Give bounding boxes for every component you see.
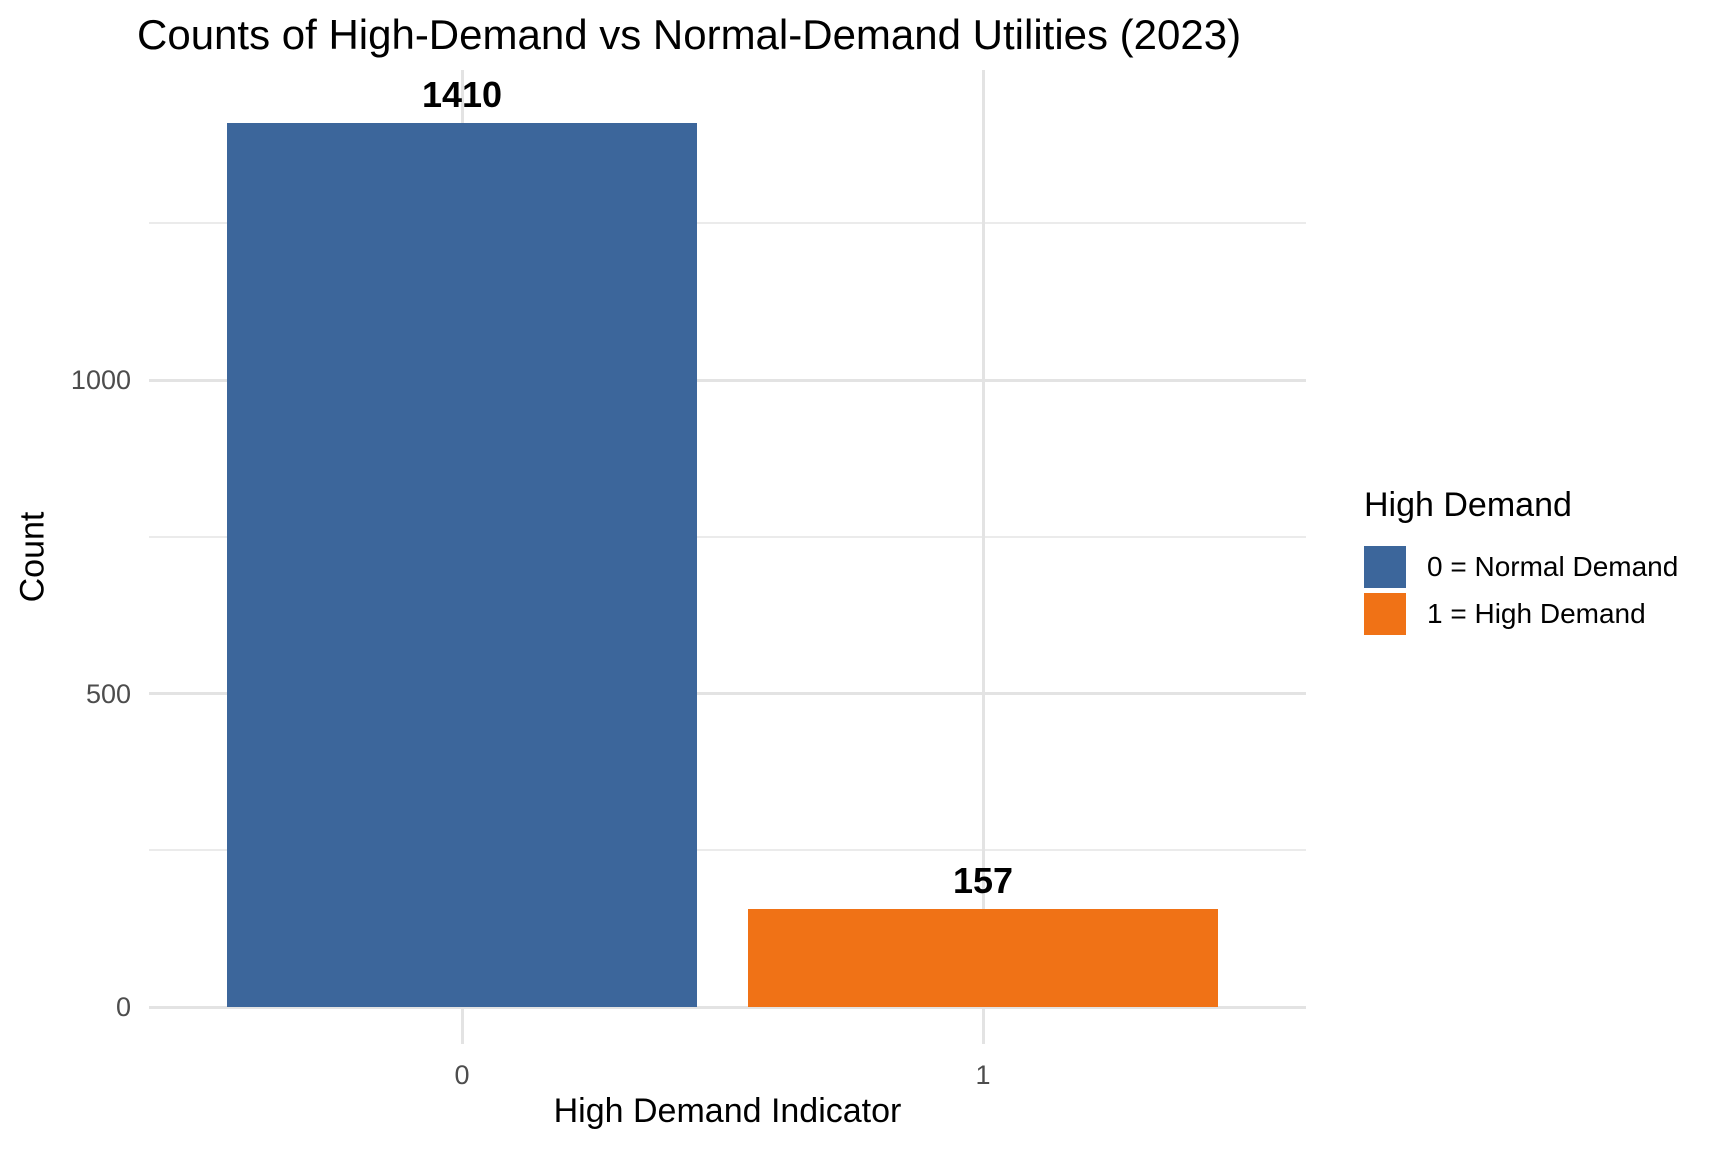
x-tick-label: 1 bbox=[975, 1060, 991, 1090]
minor-gridline bbox=[149, 535, 1306, 538]
legend-item-label: 1 = High Demand bbox=[1427, 598, 1646, 629]
x-axis-title: High Demand Indicator bbox=[553, 1092, 902, 1130]
minor-gridline bbox=[149, 222, 1306, 225]
legend-swatch bbox=[1364, 546, 1406, 588]
legend-title: High Demand bbox=[1364, 486, 1572, 524]
y-tick-label: 1000 bbox=[70, 365, 131, 395]
y-axis-title: Count bbox=[13, 511, 52, 603]
minor-gridline bbox=[149, 849, 1306, 852]
bar-value-label: 1410 bbox=[421, 73, 503, 115]
legend: High Demand 0 = Normal Demand 1 = High De… bbox=[1364, 486, 1678, 640]
chart-title: Counts of High-Demand vs Normal-Demand U… bbox=[137, 11, 1242, 58]
y-tick-label: 0 bbox=[115, 992, 131, 1022]
y-tick-label: 500 bbox=[85, 678, 131, 709]
major-gridline bbox=[149, 378, 1306, 382]
x-tick-label: 0 bbox=[454, 1060, 470, 1090]
legend-item: 1 = High Demand bbox=[1364, 593, 1678, 635]
legend-item: 0 = Normal Demand bbox=[1364, 546, 1678, 588]
bar bbox=[227, 122, 697, 1007]
legend-item-label: 0 = Normal Demand bbox=[1427, 551, 1679, 582]
legend-items: 0 = Normal Demand 1 = High Demand bbox=[1364, 546, 1678, 635]
x-gridline bbox=[981, 70, 985, 1044]
legend-swatch bbox=[1364, 593, 1406, 635]
major-gridline bbox=[149, 692, 1306, 695]
major-gridline bbox=[149, 1005, 1306, 1009]
bar-value-label: 157 bbox=[952, 859, 1014, 901]
bar bbox=[748, 908, 1218, 1007]
